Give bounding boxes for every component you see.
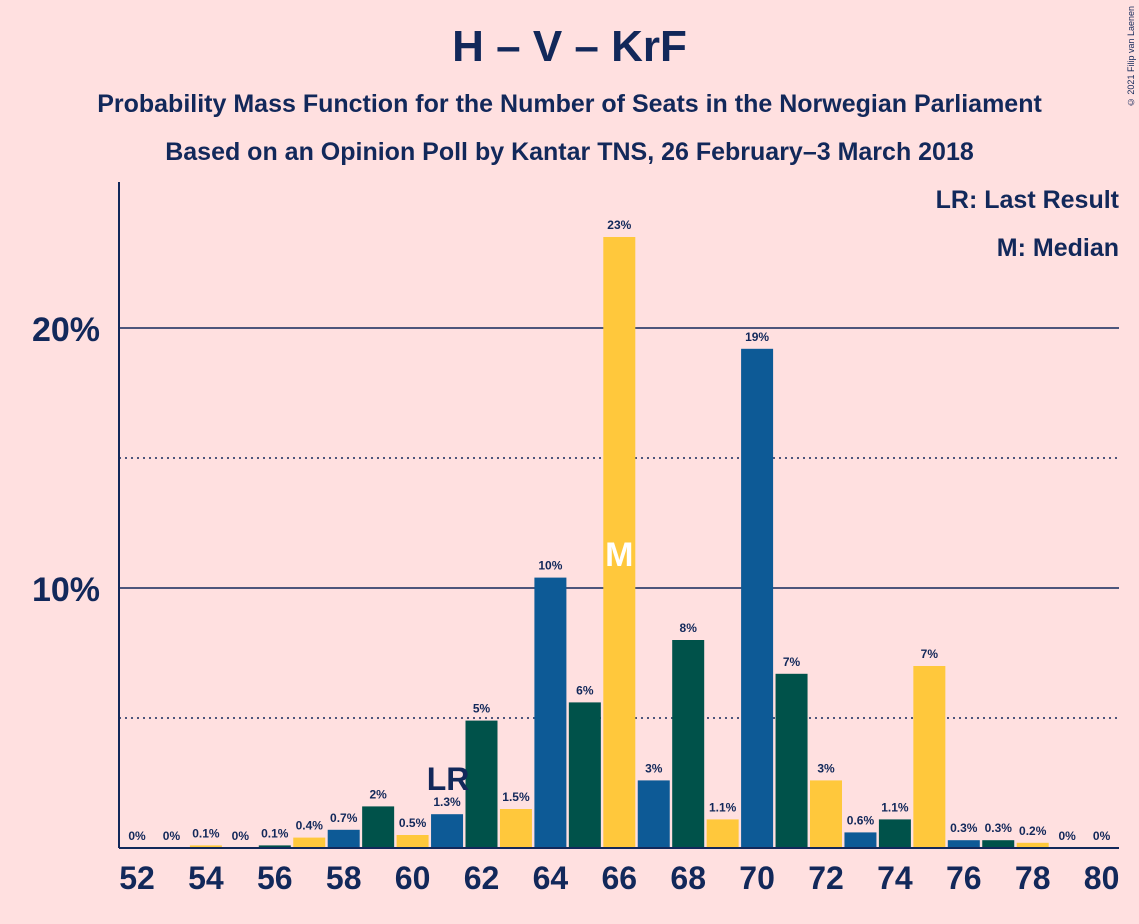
bar-seat-63 xyxy=(499,809,532,848)
bar-seat-66 xyxy=(603,237,636,848)
bar-value-label: 0.5% xyxy=(399,816,427,830)
bar-value-label: 0.2% xyxy=(1019,824,1047,838)
last-result-marker: LR xyxy=(427,761,470,797)
bar-value-label: 23% xyxy=(607,218,631,232)
bar-value-label: 0.3% xyxy=(985,821,1013,835)
bar-value-label: 19% xyxy=(745,330,769,344)
bar-value-label: 3% xyxy=(817,761,835,775)
bar-seat-67 xyxy=(637,780,670,848)
bar-seat-74 xyxy=(878,819,911,848)
chart-subtitle: Probability Mass Function for the Number… xyxy=(97,90,1042,118)
y-tick-label: 20% xyxy=(32,311,100,349)
bar-value-label: 0% xyxy=(1093,829,1111,843)
bar-value-label: 6% xyxy=(576,683,594,697)
bar-seat-78 xyxy=(1016,842,1049,848)
bar-value-label: 1.1% xyxy=(881,800,909,814)
bar-value-label: 0% xyxy=(232,829,250,843)
chart-title: H – V – KrF xyxy=(452,22,687,71)
bar-seat-61 xyxy=(431,814,464,848)
bar-value-label: 1.1% xyxy=(709,800,737,814)
x-tick-label: 74 xyxy=(877,860,913,896)
median-marker: M xyxy=(605,536,633,574)
x-tick-label: 76 xyxy=(946,860,982,896)
x-tick-label: 66 xyxy=(602,860,638,896)
bar-seat-58 xyxy=(327,829,360,848)
x-tick-label: 72 xyxy=(808,860,844,896)
bar-seat-65 xyxy=(568,702,601,848)
bar-value-label: 8% xyxy=(680,621,698,635)
y-tick-label: 10% xyxy=(32,571,100,609)
bar-value-label: 0.6% xyxy=(847,813,875,827)
bar-seat-76 xyxy=(947,840,980,848)
x-tick-label: 70 xyxy=(739,860,775,896)
bar-value-label: 1.5% xyxy=(502,790,530,804)
x-tick-label: 64 xyxy=(533,860,569,896)
x-tick-label: 62 xyxy=(464,860,500,896)
bar-seat-57 xyxy=(293,837,326,848)
x-tick-label: 56 xyxy=(257,860,293,896)
legend-last-result: LR: Last Result xyxy=(935,186,1119,214)
bar-value-label: 0.4% xyxy=(296,819,324,833)
bar-value-label: 2% xyxy=(369,787,387,801)
bar-value-label: 3% xyxy=(645,761,663,775)
bar-seat-69 xyxy=(706,819,739,848)
bar-value-label: 5% xyxy=(473,702,491,716)
bar-seat-60 xyxy=(396,835,429,848)
bar-value-label: 10% xyxy=(538,559,562,573)
bar-seat-72 xyxy=(810,780,842,848)
bar-value-label: 7% xyxy=(921,647,939,661)
bar-value-label: 0% xyxy=(128,829,146,843)
bar-seat-64 xyxy=(534,577,567,848)
x-tick-label: 58 xyxy=(326,860,362,896)
x-tick-label: 54 xyxy=(188,860,224,896)
x-tick-label: 80 xyxy=(1084,860,1120,896)
x-tick-label: 68 xyxy=(670,860,706,896)
bar-value-label: 0.1% xyxy=(261,826,289,840)
bar-seat-59 xyxy=(362,806,395,848)
bar-seat-62 xyxy=(465,720,498,848)
bar-value-label: 0% xyxy=(1058,829,1076,843)
bar-value-label: 7% xyxy=(783,655,801,669)
chart-subtitle-poll: Based on an Opinion Poll by Kantar TNS, … xyxy=(165,138,974,166)
bar-seat-54 xyxy=(189,845,222,848)
x-tick-label: 60 xyxy=(395,860,431,896)
bar-seat-73 xyxy=(844,832,877,848)
bar-seat-70 xyxy=(741,348,774,848)
x-tick-label: 78 xyxy=(1015,860,1051,896)
bar-seat-56 xyxy=(258,845,291,848)
bar-seat-75 xyxy=(913,666,946,848)
x-tick-label: 52 xyxy=(119,860,155,896)
bar-value-label: 0.1% xyxy=(192,826,220,840)
legend-median: M: Median xyxy=(996,234,1119,262)
bar-seat-68 xyxy=(672,640,705,848)
bar-value-label: 0.7% xyxy=(330,811,358,825)
bar-value-label: 0% xyxy=(163,829,181,843)
bar-seat-71 xyxy=(775,673,808,848)
bar-value-label: 1.3% xyxy=(433,795,461,809)
bar-value-label: 0.3% xyxy=(950,821,978,835)
bar-seat-77 xyxy=(982,840,1015,848)
